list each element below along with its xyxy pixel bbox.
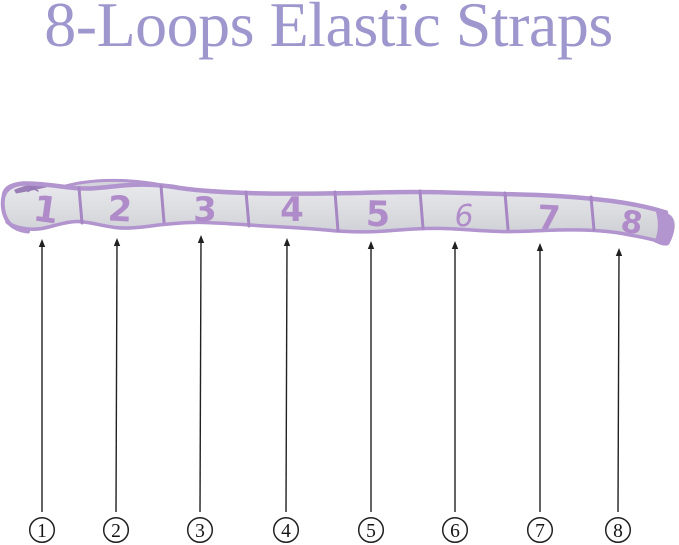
callout-arrows	[38, 235, 623, 513]
segment-divider	[418, 189, 425, 230]
callout-number: 6	[441, 516, 469, 544]
strap-top-edge	[1, 181, 669, 215]
elastic-strap: 1 2 3 4 5 6 7 8	[0, 178, 676, 246]
strap-segment-label: 5	[365, 195, 390, 235]
arrow-line	[285, 241, 288, 513]
strap-segment-label: 1	[31, 188, 62, 232]
callout-arrow	[38, 239, 46, 512]
segment-divider	[244, 190, 251, 228]
strap-segment-label: 7	[536, 197, 561, 237]
callout-number-label: 8	[613, 521, 623, 542]
segment-divider	[503, 191, 510, 231]
callout-arrow	[197, 235, 205, 513]
strap-segment-label: 4	[280, 190, 304, 230]
callout-number: 8	[604, 516, 632, 544]
callout-arrow	[536, 243, 544, 512]
segment-divider	[159, 184, 166, 224]
callout-circle	[357, 516, 385, 544]
segment-divider	[589, 195, 596, 232]
callout-circle	[526, 516, 554, 544]
callout-number-label: 7	[535, 521, 545, 542]
callout-number: 1	[28, 516, 56, 544]
callout-number: 5	[357, 516, 385, 544]
callout-circle	[28, 516, 56, 544]
segment-dividers	[77, 184, 596, 233]
strap-segment-label: 2	[107, 189, 133, 230]
callout-circle	[272, 516, 300, 544]
callout-circle	[186, 516, 214, 544]
callout-number-label: 2	[111, 521, 121, 542]
strap-segment-label: 3	[193, 190, 217, 230]
callout-circle	[441, 516, 469, 544]
segment-divider	[77, 186, 84, 225]
callout-number-label: 6	[450, 521, 460, 542]
callout-number: 2	[102, 516, 130, 544]
callout-arrow	[615, 248, 623, 513]
strap-right-end-cap	[654, 209, 675, 246]
callout-arrow	[451, 241, 459, 512]
strap-left-end-edge	[0, 181, 30, 234]
arrow-line	[115, 241, 118, 513]
strap-segment-label: 6	[454, 199, 475, 235]
callout-number: 3	[186, 516, 214, 544]
callout-number-label: 1	[37, 521, 47, 542]
segment-numbers: 1 2 3 4 5 6 7 8	[31, 188, 645, 242]
strap-bottom-edge	[5, 219, 665, 245]
segment-divider	[333, 190, 340, 233]
callout-number: 4	[272, 516, 300, 544]
callout-arrow	[283, 238, 291, 513]
callout-number-label: 4	[281, 521, 291, 542]
callout-arrow	[367, 241, 375, 512]
callout-circle	[604, 516, 632, 544]
callout-number-label: 3	[195, 521, 205, 542]
page-title: 8-Loops Elastic Straps	[44, 0, 613, 60]
arrow-line	[199, 238, 202, 513]
callout-number-label: 5	[366, 521, 376, 542]
callout-number: 7	[526, 516, 554, 544]
strap-segment-label: 8	[619, 204, 645, 243]
arrow-line	[617, 251, 620, 513]
callout-circle	[102, 516, 130, 544]
callout-arrow	[113, 238, 121, 513]
callout-numbers: 1 2 3 4 5 6 7	[28, 516, 632, 544]
